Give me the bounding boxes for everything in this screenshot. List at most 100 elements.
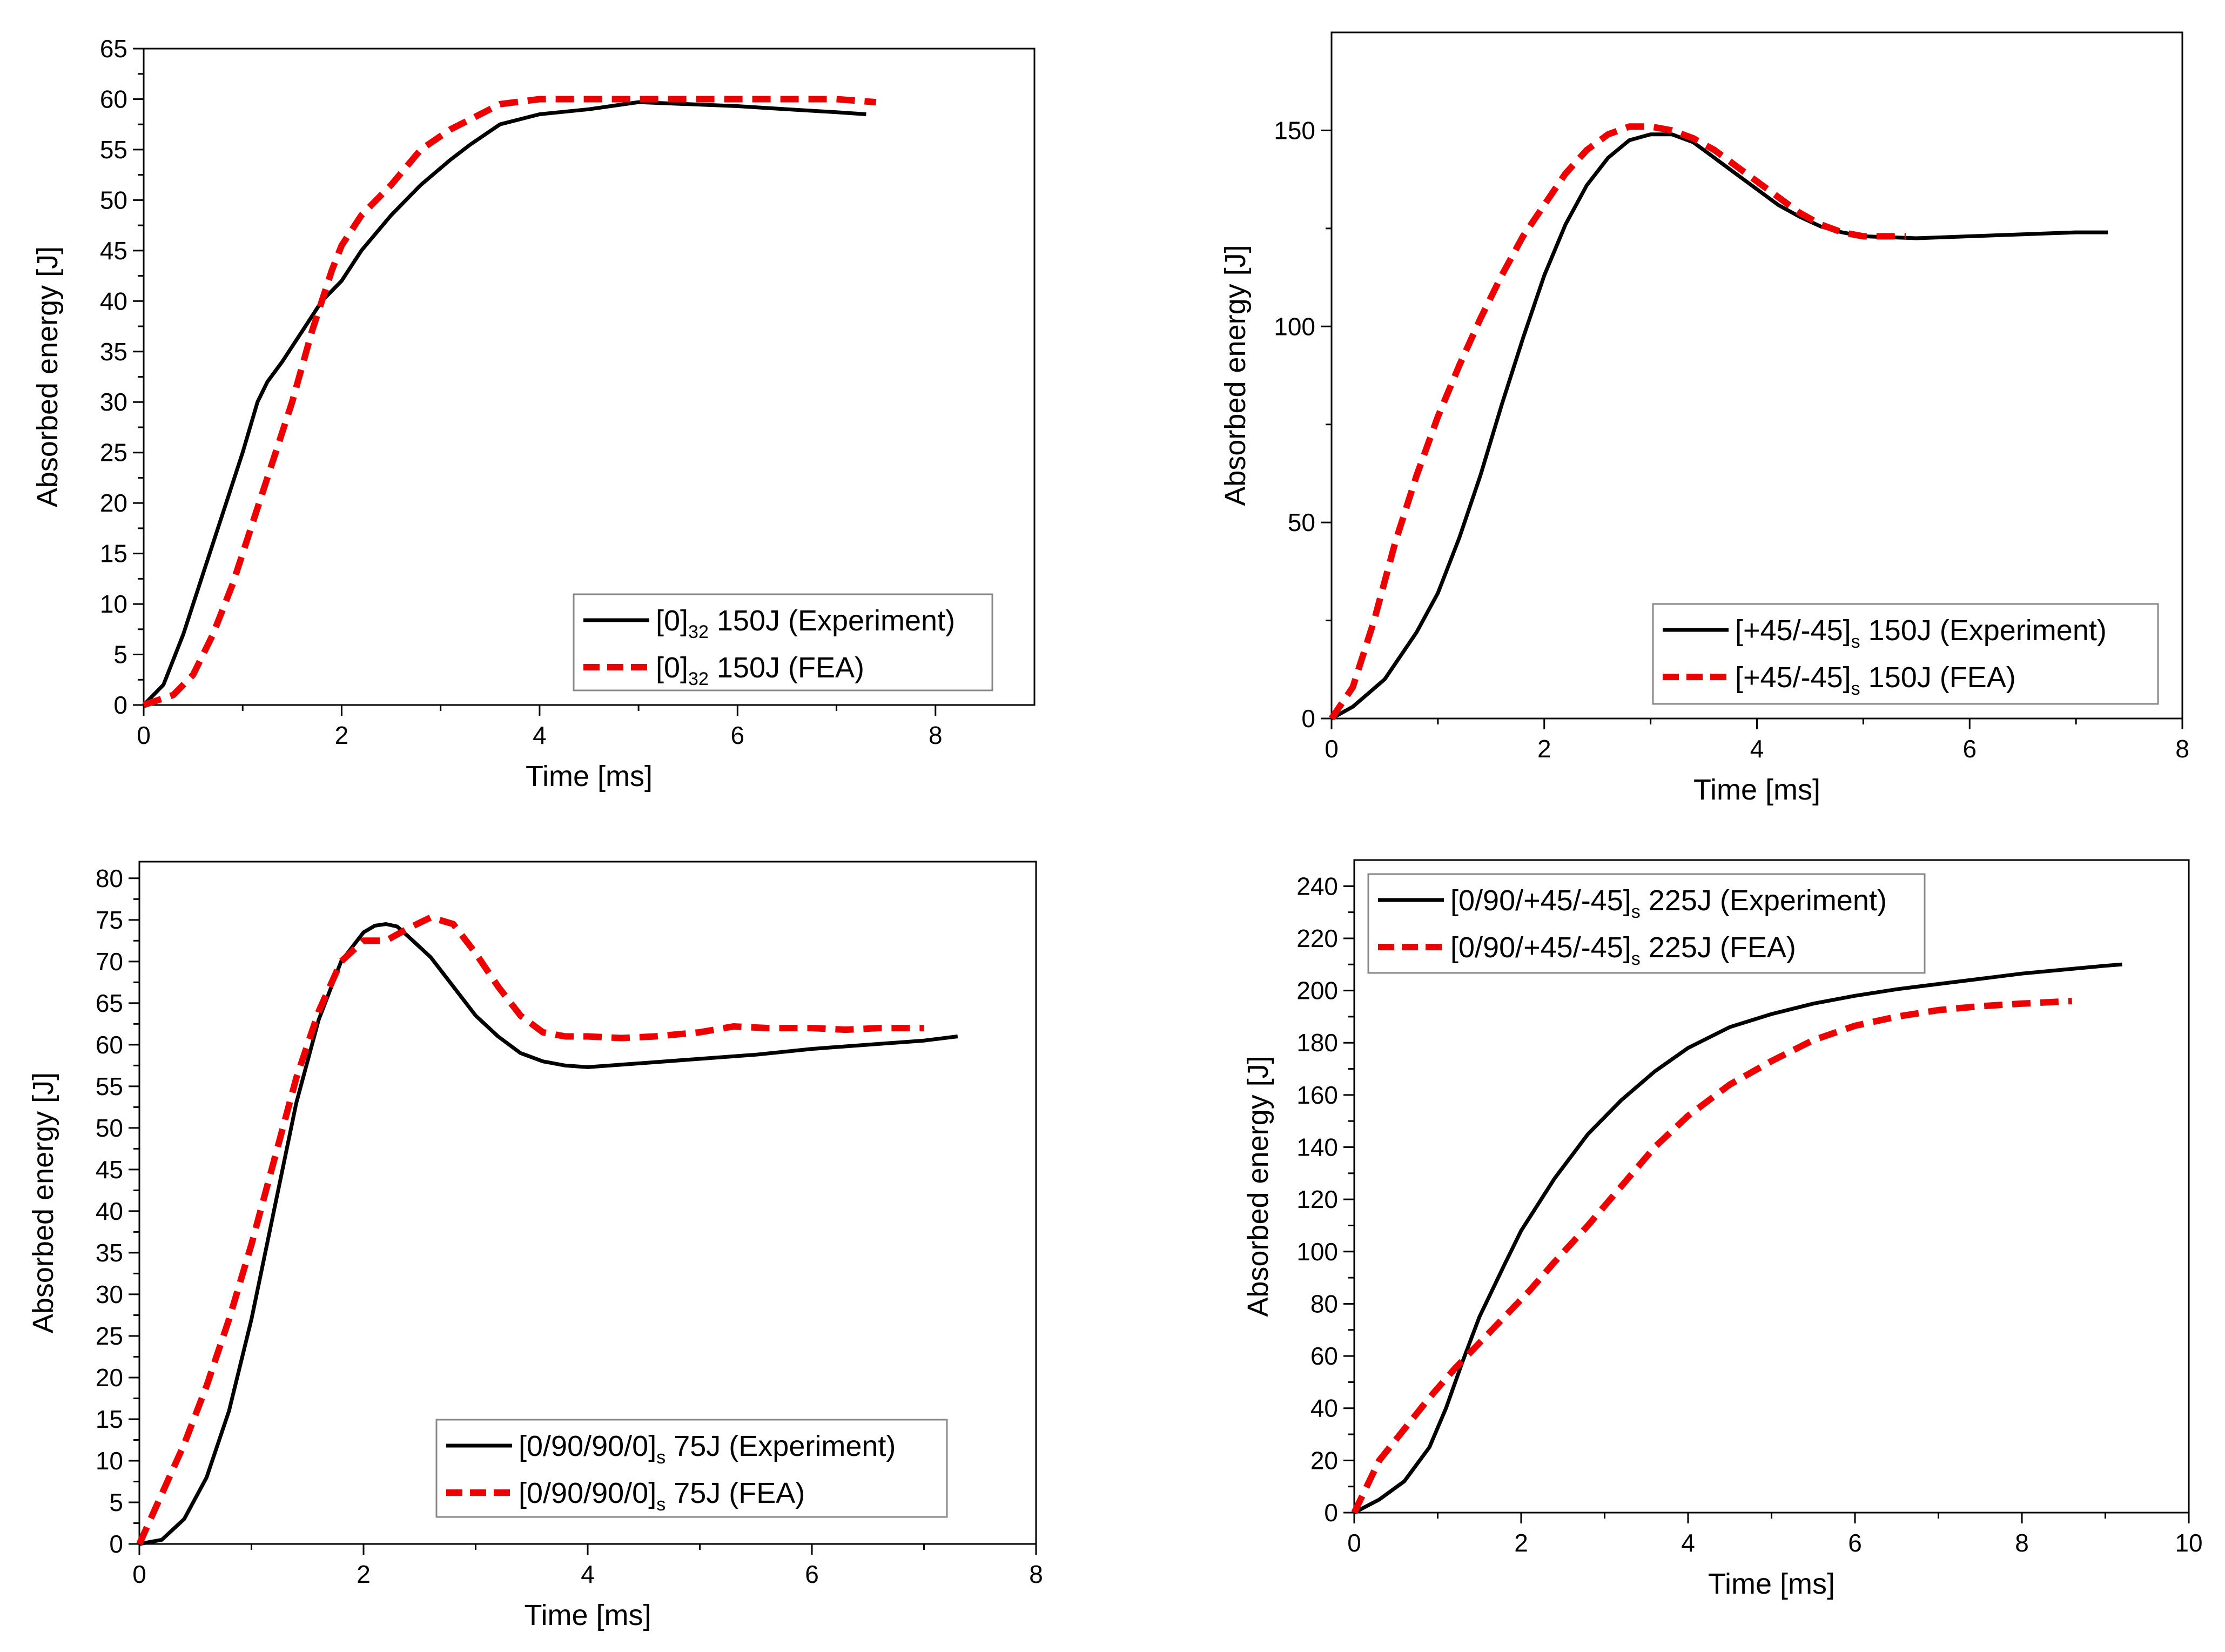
legend-box xyxy=(1367,873,1926,974)
legend: [0/90/90/0]s 75J (Experiment)[0/90/90/0]… xyxy=(435,1419,948,1518)
legend-label: [0/90/+45/-45]s 225J (Experiment) xyxy=(1450,884,1887,922)
y-axis-label: Absorbed energy [J] xyxy=(1242,1056,1274,1317)
y-tick-label: 50 xyxy=(100,186,127,214)
legend-label-subscript: s xyxy=(1631,902,1641,922)
y-tick-label: 200 xyxy=(1296,977,1338,1005)
y-tick-label: 45 xyxy=(96,1156,123,1184)
y-tick-label: 160 xyxy=(1296,1081,1338,1109)
legend-label-rest: 150J (Experiment) xyxy=(1860,614,2107,647)
y-tick-label: 50 xyxy=(1288,508,1315,536)
x-tick-label: 0 xyxy=(132,1560,146,1588)
legend-label-main: [0/90/+45/-45] xyxy=(1450,931,1631,964)
y-tick-label: 65 xyxy=(96,989,123,1017)
x-axis-label: Time [ms] xyxy=(1693,774,1820,806)
y-tick-label: 220 xyxy=(1296,924,1338,952)
y-tick-label: 15 xyxy=(100,540,127,568)
y-tick-label: 55 xyxy=(96,1072,123,1100)
legend-label-rest: 225J (Experiment) xyxy=(1641,884,1887,917)
y-tick-label: 5 xyxy=(109,1488,123,1516)
x-tick-label: 8 xyxy=(929,721,943,749)
y-tick-label: 0 xyxy=(1301,704,1315,733)
legend-label-main: [0/90/90/0] xyxy=(519,1477,656,1509)
y-tick-label: 40 xyxy=(100,287,127,315)
legend-label-rest: 75J (Experiment) xyxy=(666,1430,896,1462)
legend-label: [0/90/+45/-45]s 225J (FEA) xyxy=(1450,931,1796,969)
legend-label-subscript: s xyxy=(1851,632,1860,652)
x-tick-label: 4 xyxy=(581,1560,595,1588)
series-line-experiment xyxy=(142,100,866,707)
x-tick-label: 4 xyxy=(1750,735,1764,763)
y-tick-label: 0 xyxy=(113,691,127,719)
y-tick-label: 100 xyxy=(1274,312,1315,340)
legend-label-rest: 150J (Experiment) xyxy=(709,605,955,637)
legend-label-rest: 150J (FEA) xyxy=(1860,661,2016,694)
y-tick-label: 60 xyxy=(100,85,127,113)
chart-panel-bottom-right: 0 2 4 6 8 10020406080100120140160180200220240… xyxy=(1242,859,2203,1600)
series-line-fea xyxy=(136,914,924,1546)
legend: [0/90/+45/-45]s 225J (Experiment)[0/90/+… xyxy=(1367,873,1926,974)
y-tick-label: 150 xyxy=(1274,116,1315,144)
chart-panel-top-right: 0 2 4 6 8 0 50 100 150 Time [ms] Absorbed energy [… xyxy=(1219,31,2189,806)
y-tick-label: 40 xyxy=(96,1197,123,1225)
y-tick-label: 25 xyxy=(100,439,127,467)
legend-label: [+45/-45]s 150J (FEA) xyxy=(1735,661,2016,699)
y-tick-label: 30 xyxy=(100,388,127,416)
legend-box xyxy=(1652,603,2159,705)
chart-panel-bottom-left: 0 2 4 6 805101520253035404550556065707580Tim… xyxy=(27,861,1043,1631)
y-tick-label: 60 xyxy=(96,1031,123,1059)
y-tick-label: 20 xyxy=(100,489,127,517)
y-tick-label: 35 xyxy=(96,1239,123,1267)
y-tick-label: 80 xyxy=(1310,1290,1338,1318)
legend-label-subscript: s xyxy=(656,1494,666,1515)
series-line-experiment xyxy=(1330,132,2108,721)
y-tick-label: 100 xyxy=(1296,1238,1338,1266)
legend-label-subscript: 32 xyxy=(688,669,709,689)
x-tick-label: 4 xyxy=(533,721,547,749)
y-tick-label: 70 xyxy=(96,948,123,976)
legend-label-rest: 75J (FEA) xyxy=(666,1477,805,1509)
y-tick-label: 30 xyxy=(96,1280,123,1308)
y-tick-label: 10 xyxy=(100,590,127,618)
y-axis-label: Absorbed energy [J] xyxy=(1219,245,1252,506)
legend-label-main: [+45/-45] xyxy=(1735,661,1851,694)
y-tick-label: 20 xyxy=(1310,1446,1338,1474)
y-tick-label: 55 xyxy=(100,136,127,164)
legend-label: [+45/-45]s 150J (Experiment) xyxy=(1735,614,2107,652)
x-tick-label: 6 xyxy=(1848,1529,1862,1557)
legend: [+45/-45]s 150J (Experiment)[+45/-45]s 1… xyxy=(1652,603,2159,705)
legend-label: [0/90/90/0]s 75J (Experiment) xyxy=(519,1430,896,1468)
legend-label: [0]32 150J (FEA) xyxy=(656,652,864,689)
legend-label-rest: 150J (FEA) xyxy=(709,652,864,684)
x-tick-label: 6 xyxy=(731,721,745,749)
legend-box xyxy=(435,1419,948,1518)
y-tick-label: 50 xyxy=(96,1114,123,1142)
series-line-experiment xyxy=(139,922,958,1546)
x-tick-label: 10 xyxy=(2175,1529,2202,1557)
y-tick-label: 180 xyxy=(1296,1029,1338,1057)
x-axis-label: Time [ms] xyxy=(525,1599,651,1631)
legend-label-main: [0] xyxy=(656,605,688,637)
chart-panel-top-left: 0 2 4 6 8 0 5 10 15 20 25 30 35 40 45 50 55 60 65 Time [ms]… xyxy=(31,35,1036,793)
legend-label-subscript: s xyxy=(1631,949,1641,969)
y-axis-label: Absorbed energy [J] xyxy=(31,246,64,507)
legend-label-subscript: 32 xyxy=(688,622,709,642)
y-tick-label: 5 xyxy=(113,641,127,669)
legend-label-subscript: s xyxy=(656,1447,666,1468)
legend-box xyxy=(573,593,993,691)
legend-label-main: [+45/-45] xyxy=(1735,614,1851,647)
x-tick-label: 6 xyxy=(805,1560,819,1588)
y-tick-label: 120 xyxy=(1296,1185,1338,1213)
legend-label-subscript: s xyxy=(1851,679,1860,699)
series-line-fea xyxy=(1329,123,1906,721)
x-tick-label: 2 xyxy=(357,1560,371,1588)
x-tick-label: 2 xyxy=(1537,735,1551,763)
x-tick-label: 8 xyxy=(2175,735,2189,763)
y-tick-label: 40 xyxy=(1310,1394,1338,1422)
legend-label-main: [0] xyxy=(656,652,688,684)
y-tick-label: 25 xyxy=(96,1322,123,1350)
x-axis-label: Time [ms] xyxy=(526,760,653,793)
x-tick-label: 2 xyxy=(1514,1529,1528,1557)
y-tick-label: 35 xyxy=(100,338,127,366)
series-line-experiment xyxy=(1353,962,2122,1515)
